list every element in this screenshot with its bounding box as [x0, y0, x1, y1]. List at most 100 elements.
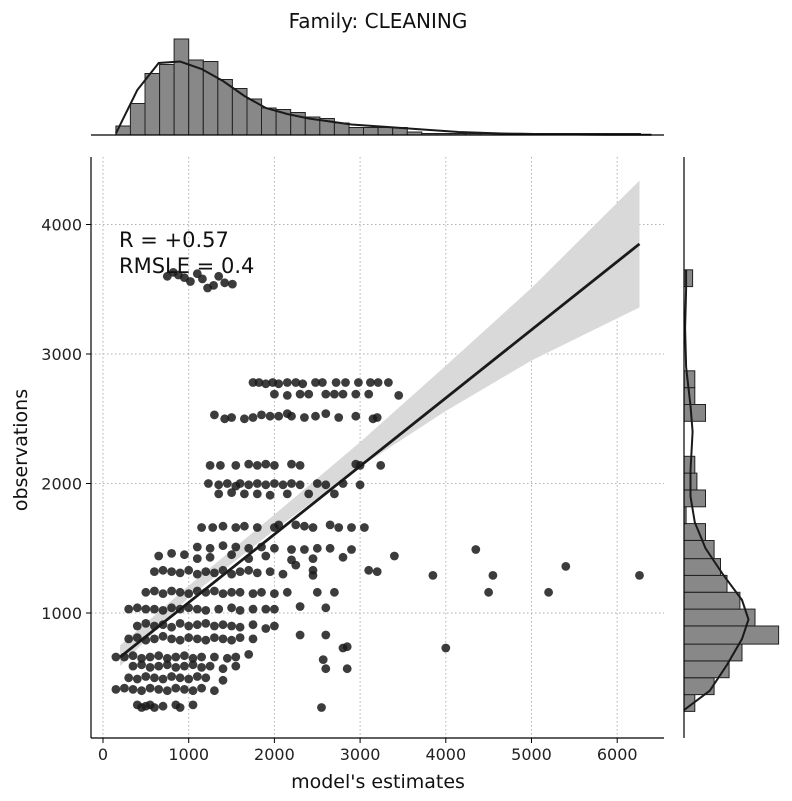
data-point: [162, 660, 172, 670]
data-point: [150, 703, 159, 712]
top-histogram-bar: [217, 79, 233, 136]
data-point: [235, 606, 245, 615]
data-point: [124, 634, 134, 644]
data-point: [338, 389, 348, 399]
data-point: [338, 552, 348, 562]
data-point: [295, 389, 305, 399]
data-point: [201, 635, 211, 645]
data-point: [218, 589, 228, 598]
data-point: [141, 672, 151, 681]
data-point: [171, 683, 181, 693]
data-point: [312, 479, 322, 488]
data-point: [186, 277, 195, 286]
data-point: [154, 685, 164, 694]
data-point: [216, 461, 225, 470]
data-point: [175, 587, 185, 597]
right-histogram-bar: [683, 625, 780, 645]
data-point: [376, 461, 386, 470]
data-point: [141, 619, 151, 628]
data-point: [197, 652, 207, 662]
data-point: [158, 589, 168, 598]
data-point: [342, 642, 352, 652]
data-point: [214, 480, 224, 490]
data-point: [261, 551, 271, 561]
data-point: [252, 523, 262, 532]
data-point: [278, 480, 288, 490]
data-point: [257, 410, 266, 420]
x-tick-label: 6000: [597, 745, 638, 764]
data-point: [341, 378, 350, 387]
data-point: [227, 621, 237, 631]
data-point: [167, 567, 177, 576]
data-point: [270, 389, 279, 399]
data-point: [471, 545, 481, 554]
data-point: [210, 586, 219, 596]
data-point: [244, 543, 254, 553]
data-point: [150, 586, 159, 596]
scatter-points: [111, 268, 644, 712]
data-point: [321, 603, 331, 613]
data-point: [227, 550, 237, 560]
data-point: [141, 604, 151, 614]
data-point: [248, 634, 258, 644]
data-point: [351, 411, 361, 421]
data-point: [231, 661, 241, 671]
data-point: [248, 413, 258, 422]
data-point: [274, 520, 284, 530]
data-point: [291, 378, 301, 387]
data-point: [372, 567, 382, 576]
data-point: [150, 567, 159, 576]
data-point: [218, 541, 228, 551]
data-point: [201, 567, 211, 576]
data-point: [132, 633, 142, 642]
right-histogram-bar: [683, 370, 696, 389]
top-histogram-bar: [188, 59, 204, 136]
data-point: [330, 389, 339, 399]
data-point: [208, 523, 218, 532]
data-point: [254, 378, 264, 387]
data-point: [192, 672, 202, 681]
data-point: [261, 624, 271, 633]
data-point: [210, 410, 219, 420]
data-point: [252, 461, 262, 470]
data-point: [441, 643, 451, 653]
x-tick-label: 1000: [168, 745, 209, 764]
data-point: [351, 389, 361, 399]
data-point: [220, 414, 230, 424]
top-histogram-bar: [159, 64, 175, 136]
data-point: [270, 589, 279, 598]
data-point: [244, 565, 254, 575]
data-point: [355, 480, 365, 490]
data-point: [220, 278, 230, 288]
data-point: [304, 389, 314, 399]
data-point: [141, 587, 151, 597]
data-point: [184, 621, 194, 631]
data-point: [180, 685, 189, 694]
data-point: [308, 523, 318, 532]
data-point: [120, 683, 129, 693]
data-point: [167, 603, 177, 613]
data-point: [132, 621, 142, 631]
data-point: [158, 606, 168, 615]
data-point: [228, 279, 237, 289]
data-point: [124, 604, 134, 614]
data-point: [218, 620, 228, 630]
data-point: [244, 459, 254, 469]
data-point: [261, 379, 271, 389]
data-point: [184, 565, 194, 575]
data-point: [210, 652, 219, 662]
chart-title: Family: CLEANING: [289, 9, 468, 33]
data-point: [282, 391, 292, 400]
data-point: [312, 587, 322, 597]
data-point: [298, 379, 308, 389]
data-point: [347, 545, 356, 554]
data-point: [330, 587, 339, 597]
data-point: [192, 604, 202, 614]
data-point: [240, 521, 249, 531]
data-point: [488, 571, 498, 580]
x-tick-label: 2000: [254, 745, 295, 764]
right-histogram-bar: [683, 660, 730, 679]
x-tick-label: 5000: [511, 745, 552, 764]
x-tick-label: 4000: [425, 745, 466, 764]
data-point: [265, 490, 275, 500]
